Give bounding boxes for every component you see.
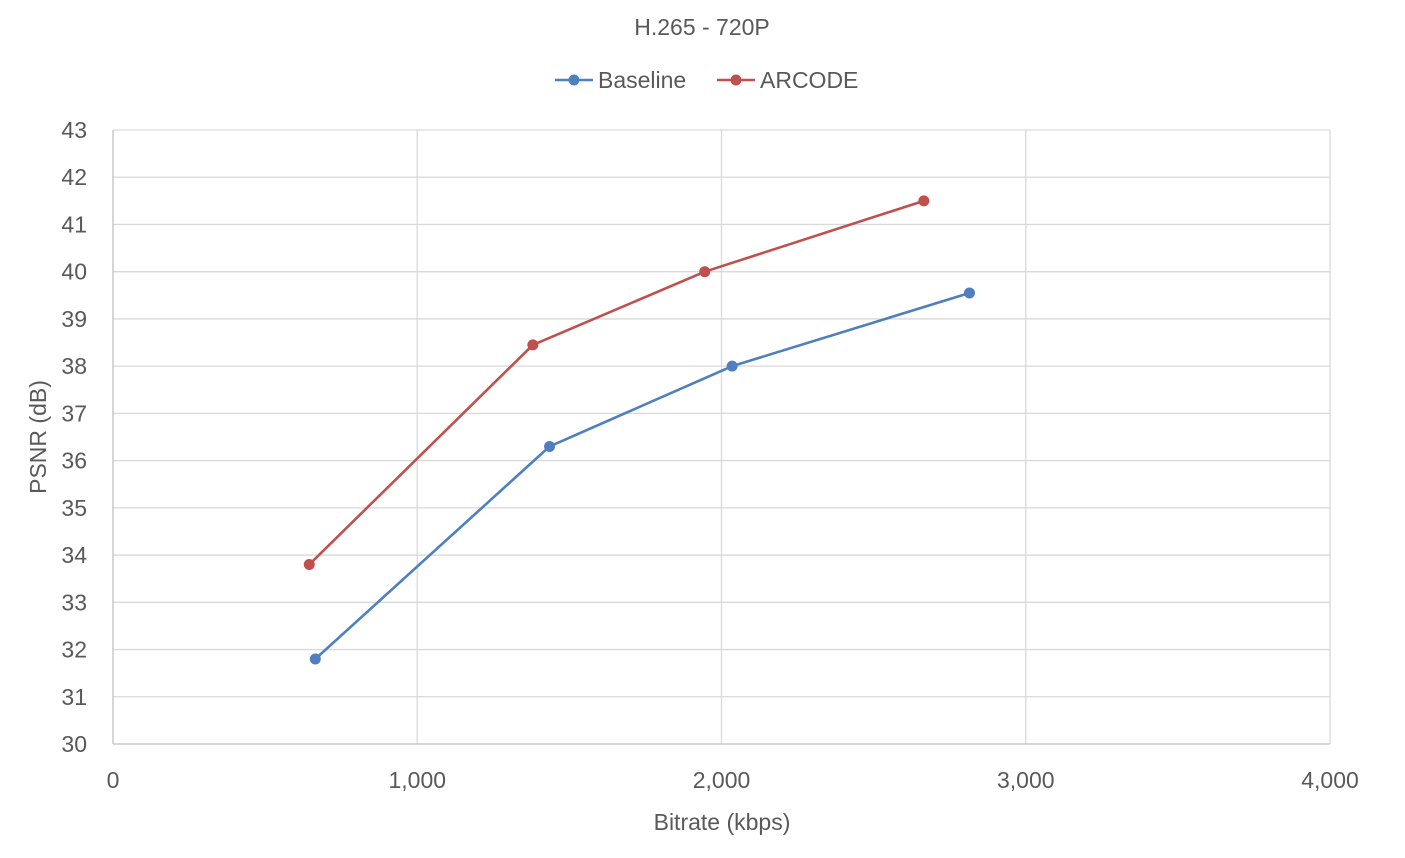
y-tick-label: 41 [61, 211, 87, 237]
y-axis-title: PSNR (dB) [25, 380, 51, 494]
y-tick-label: 38 [61, 353, 87, 379]
x-tick-label: 2,000 [693, 767, 751, 793]
series-baseline [309, 287, 975, 665]
y-tick-label: 37 [61, 400, 87, 426]
chart-title: H.265 - 720P [634, 14, 770, 40]
y-tick-label: 39 [61, 306, 87, 332]
legend-label: Baseline [598, 67, 686, 93]
y-tick-label: 36 [61, 448, 87, 474]
data-point [963, 287, 975, 299]
legend: Baseline ARCODE [555, 67, 858, 93]
data-point [726, 360, 738, 372]
legend-label: ARCODE [760, 67, 858, 93]
data-point [544, 440, 556, 452]
legend-item-arcode: ARCODE [717, 67, 858, 93]
data-point [527, 339, 539, 351]
series-line [314, 291, 970, 660]
legend-dot-marker [568, 74, 580, 86]
y-tick-label: 40 [61, 259, 87, 285]
data-point [699, 266, 711, 278]
y-tick-label: 35 [61, 495, 87, 521]
series-layer [303, 195, 975, 665]
x-tick-label: 4,000 [1301, 767, 1359, 793]
x-tick-label: 0 [107, 767, 120, 793]
y-tick-label: 43 [61, 117, 87, 143]
axes [112, 130, 1330, 745]
data-point [918, 195, 930, 207]
series-arcode [303, 195, 930, 571]
x-tick-label: 1,000 [388, 767, 446, 793]
x-tick-label: 3,000 [997, 767, 1055, 793]
y-tick-label: 30 [61, 731, 87, 757]
y-axis-ticks: 30 31 32 33 34 35 36 37 38 39 40 41 42 43 [61, 117, 87, 757]
legend-item-baseline: Baseline [555, 67, 686, 93]
data-point [303, 559, 315, 571]
data-point [309, 653, 321, 665]
y-tick-label: 34 [61, 542, 87, 568]
y-tick-label: 31 [61, 684, 87, 710]
y-tick-label: 33 [61, 589, 87, 615]
series-line [308, 199, 925, 566]
gridlines [113, 129, 1331, 744]
legend-dot-marker [730, 74, 742, 86]
y-tick-label: 32 [61, 637, 87, 663]
y-tick-label: 42 [61, 164, 87, 190]
x-axis-ticks: 0 1,000 2,000 3,000 4,000 [107, 767, 1359, 793]
x-axis-title: Bitrate (kbps) [654, 809, 791, 835]
